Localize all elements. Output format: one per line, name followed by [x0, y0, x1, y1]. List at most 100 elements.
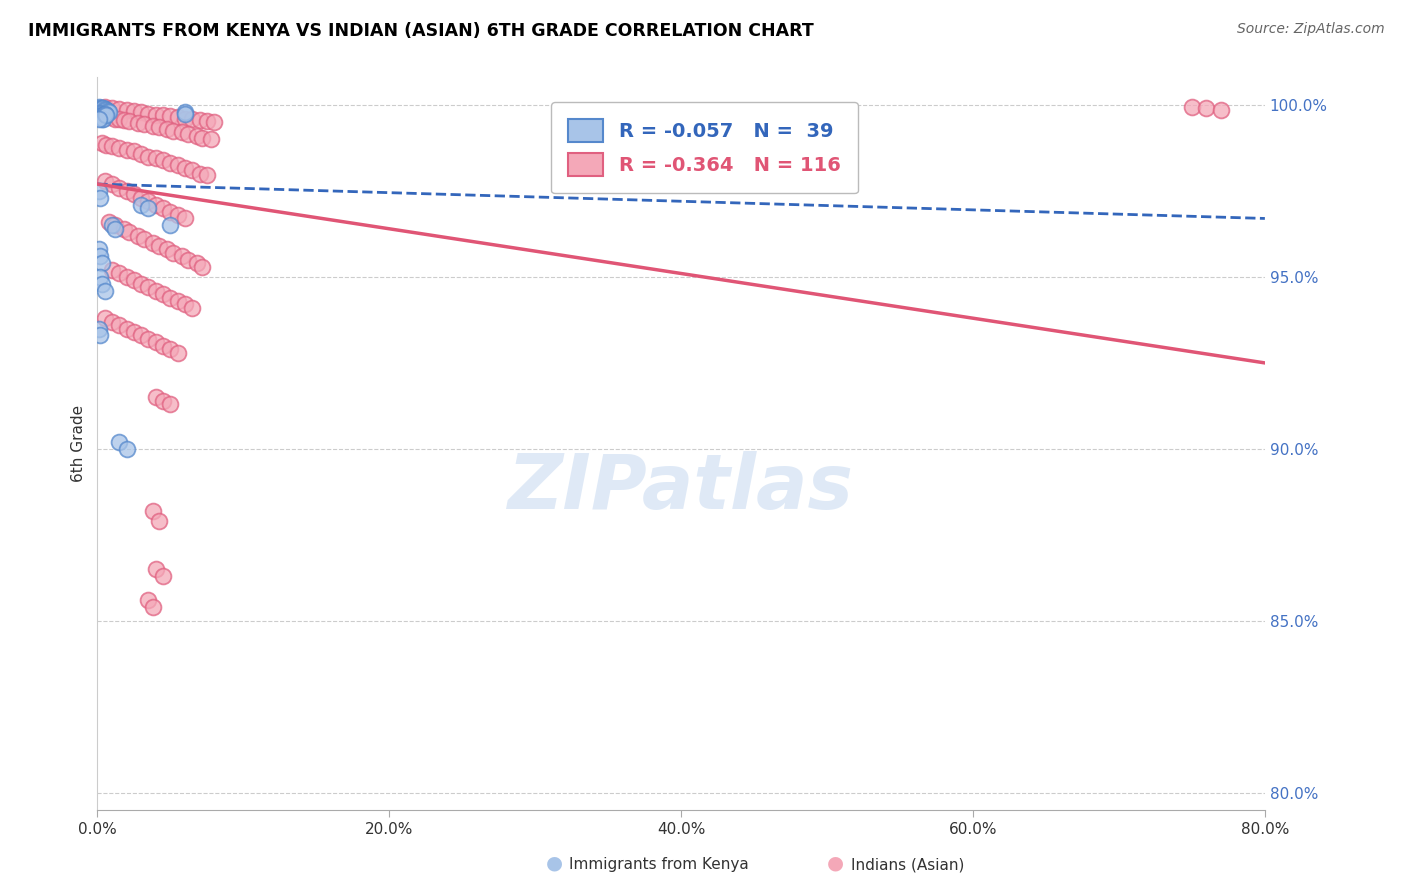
Point: [101, 177, 124, 191]
Point: [91, 108, 114, 122]
Point: [89, 328, 111, 343]
Point: [89, 191, 111, 205]
Point: [112, 113, 135, 128]
Point: [93, 173, 115, 187]
Point: [118, 225, 141, 239]
Point: [159, 291, 181, 305]
Point: [166, 110, 188, 124]
Point: [108, 141, 131, 155]
Point: [170, 249, 193, 263]
Point: [94, 108, 117, 122]
Point: [145, 562, 167, 576]
Point: [200, 132, 222, 146]
Point: [142, 504, 165, 518]
Point: [89, 249, 111, 263]
Point: [115, 103, 138, 117]
Point: [97, 104, 120, 119]
Point: [145, 284, 167, 298]
Point: [115, 442, 138, 456]
Point: [162, 245, 184, 260]
Point: [90, 107, 112, 121]
Point: [159, 219, 181, 233]
Point: [138, 106, 160, 120]
Point: [177, 127, 200, 141]
Point: [191, 260, 214, 274]
Point: [104, 219, 127, 233]
Point: [166, 293, 188, 308]
Point: [138, 150, 160, 164]
Point: [142, 235, 165, 250]
Point: [91, 112, 114, 127]
Point: [127, 116, 149, 130]
Point: [101, 263, 124, 277]
Point: [90, 256, 112, 270]
Text: ZIPatlas: ZIPatlas: [508, 450, 853, 524]
Point: [108, 318, 131, 332]
Point: [115, 321, 138, 335]
Point: [108, 112, 131, 127]
Point: [145, 335, 167, 350]
Point: [181, 163, 204, 178]
Point: [90, 102, 112, 116]
Point: [152, 339, 174, 353]
Point: [129, 146, 152, 161]
Point: [132, 232, 155, 246]
Point: [87, 321, 110, 335]
Point: [94, 109, 117, 123]
Point: [87, 243, 110, 257]
Point: [122, 145, 145, 159]
Point: [148, 239, 170, 253]
Point: [87, 100, 110, 114]
Point: [152, 108, 174, 122]
Point: [86, 109, 108, 123]
Point: [93, 102, 115, 116]
Point: [174, 104, 197, 119]
Point: [181, 301, 204, 315]
Point: [87, 110, 110, 124]
Point: [138, 593, 160, 607]
Point: [152, 393, 174, 408]
Text: Immigrants from Kenya: Immigrants from Kenya: [569, 857, 749, 872]
Point: [98, 104, 121, 119]
Point: [94, 137, 117, 152]
Point: [142, 600, 165, 615]
Point: [93, 284, 115, 298]
Point: [152, 287, 174, 301]
Point: [93, 106, 115, 120]
Point: [156, 122, 179, 136]
Point: [93, 100, 115, 114]
Point: [108, 180, 131, 194]
Point: [166, 158, 188, 172]
Point: [90, 106, 112, 120]
Point: [174, 161, 197, 175]
Point: [177, 252, 200, 267]
Point: [115, 143, 138, 157]
Point: [129, 277, 152, 291]
Point: [186, 256, 208, 270]
Point: [129, 328, 152, 343]
Point: [174, 106, 197, 120]
Point: [138, 332, 160, 346]
Point: [132, 117, 155, 131]
Point: [127, 228, 149, 243]
Point: [188, 113, 211, 128]
Point: [145, 151, 167, 165]
Point: [159, 397, 181, 411]
Text: IMMIGRANTS FROM KENYA VS INDIAN (ASIAN) 6TH GRADE CORRELATION CHART: IMMIGRANTS FROM KENYA VS INDIAN (ASIAN) …: [28, 22, 814, 40]
Point: [90, 112, 112, 126]
Point: [108, 435, 131, 450]
Point: [138, 194, 160, 209]
Point: [191, 130, 214, 145]
Point: [129, 104, 152, 119]
Y-axis label: 6th Grade: 6th Grade: [72, 405, 86, 483]
Point: [90, 277, 112, 291]
Point: [1209, 103, 1232, 117]
Point: [93, 311, 115, 326]
Point: [91, 108, 114, 122]
Point: [138, 280, 160, 294]
Point: [145, 107, 167, 121]
Point: [108, 102, 131, 116]
Point: [159, 342, 181, 356]
Point: [112, 221, 135, 235]
Point: [162, 124, 184, 138]
